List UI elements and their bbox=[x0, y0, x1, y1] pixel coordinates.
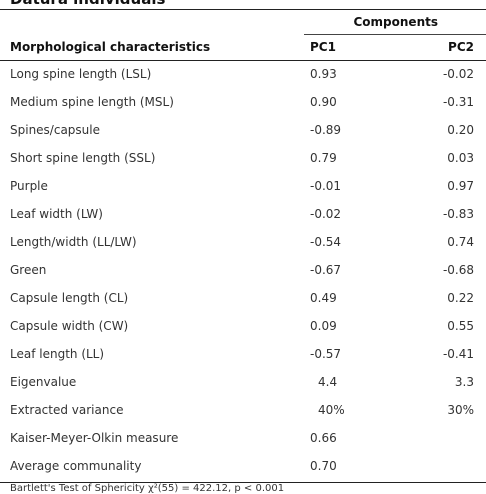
row-pc1-value: -0.67 bbox=[310, 263, 342, 277]
row-label: Purple bbox=[10, 179, 48, 193]
row-label: Green bbox=[10, 263, 47, 277]
row-pc1-value: 0.09 bbox=[310, 319, 337, 333]
row-pc1-value: 0.66 bbox=[310, 431, 337, 445]
row-pc1-value: 40% bbox=[318, 403, 345, 417]
row-label: Length/width (LL/LW) bbox=[10, 235, 137, 249]
row-pc2-value: -0.02 bbox=[442, 67, 474, 81]
table-body: Long spine length (LSL) 0.93 -0.02 Mediu… bbox=[0, 61, 486, 481]
header-rule bbox=[0, 60, 486, 61]
row-pc2-value: 0.74 bbox=[447, 235, 474, 249]
table-bottom-rule bbox=[0, 482, 486, 483]
column-header-pc2: PC2 bbox=[448, 40, 474, 54]
row-pc1-value: 4.4 bbox=[318, 375, 338, 389]
table-row: Long spine length (LSL) 0.93 -0.02 bbox=[0, 61, 486, 89]
row-label: Long spine length (LSL) bbox=[10, 67, 152, 81]
components-header: Components bbox=[353, 15, 439, 29]
row-pc2-value: 0.22 bbox=[447, 291, 474, 305]
row-label: Kaiser-Meyer-Olkin measure bbox=[10, 431, 179, 445]
row-pc1-value: 0.49 bbox=[310, 291, 337, 305]
row-label: Leaf width (LW) bbox=[10, 207, 103, 221]
table-row: Leaf width (LW) -0.02 -0.83 bbox=[0, 201, 486, 229]
table-row: Length/width (LL/LW) -0.54 0.74 bbox=[0, 229, 486, 257]
row-label: Capsule length (CL) bbox=[10, 291, 129, 305]
row-pc2-value: -0.83 bbox=[442, 207, 474, 221]
row-label: Extracted variance bbox=[10, 403, 124, 417]
row-pc2-value: 0.55 bbox=[447, 319, 474, 333]
table-row: Capsule width (CW) 0.09 0.55 bbox=[0, 313, 486, 341]
row-pc2-value: 0.97 bbox=[447, 179, 474, 193]
row-label: Medium spine length (MSL) bbox=[10, 95, 174, 109]
table-row: Leaf length (LL) -0.57 -0.41 bbox=[0, 341, 486, 369]
table-row: Purple -0.01 0.97 bbox=[0, 173, 486, 201]
row-pc2-value: 30% bbox=[447, 403, 474, 417]
row-pc1-value: 0.93 bbox=[310, 67, 337, 81]
table-row: Short spine length (SSL) 0.79 0.03 bbox=[0, 145, 486, 173]
row-label: Spines/capsule bbox=[10, 123, 100, 137]
column-header-characteristics: Morphological characteristics bbox=[10, 40, 211, 54]
table-caption: Datura individuals bbox=[10, 0, 165, 8]
row-pc2-value: 3.3 bbox=[454, 375, 474, 389]
row-label: Eigenvalue bbox=[10, 375, 77, 389]
table-top-rule bbox=[0, 9, 486, 10]
row-pc2-value: -0.41 bbox=[442, 347, 474, 361]
row-pc1-value: 0.70 bbox=[310, 459, 337, 473]
row-pc1-value: -0.01 bbox=[310, 179, 342, 193]
table-row: Capsule length (CL) 0.49 0.22 bbox=[0, 285, 486, 313]
row-pc1-value: -0.02 bbox=[310, 207, 342, 221]
table-row: Medium spine length (MSL) 0.90 -0.31 bbox=[0, 89, 486, 117]
table-row: Kaiser-Meyer-Olkin measure 0.66 bbox=[0, 425, 486, 453]
row-pc2-value: -0.68 bbox=[442, 263, 474, 277]
table-row: Extracted variance 40% 30% bbox=[0, 397, 486, 425]
row-label: Average communality bbox=[10, 459, 142, 473]
row-pc1-value: 0.90 bbox=[310, 95, 337, 109]
table-row: Average communality 0.70 bbox=[0, 453, 486, 481]
table-footnote: Bartlett's Test of Sphericity χ²(55) = 4… bbox=[10, 483, 285, 494]
components-rule bbox=[304, 34, 486, 35]
column-header-pc1: PC1 bbox=[310, 40, 336, 54]
table-row: Spines/capsule -0.89 0.20 bbox=[0, 117, 486, 145]
row-pc1-value: 0.79 bbox=[310, 151, 337, 165]
row-label: Capsule width (CW) bbox=[10, 319, 129, 333]
row-pc1-value: -0.57 bbox=[310, 347, 342, 361]
row-pc2-value: 0.03 bbox=[447, 151, 474, 165]
row-pc1-value: -0.54 bbox=[310, 235, 342, 249]
row-pc1-value: -0.89 bbox=[310, 123, 342, 137]
table-row: Eigenvalue 4.4 3.3 bbox=[0, 369, 486, 397]
table-row: Green -0.67 -0.68 bbox=[0, 257, 486, 285]
row-label: Short spine length (SSL) bbox=[10, 151, 156, 165]
row-pc2-value: -0.31 bbox=[442, 95, 474, 109]
row-pc2-value: 0.20 bbox=[447, 123, 474, 137]
row-label: Leaf length (LL) bbox=[10, 347, 105, 361]
column-header-row: Morphological characteristics PC1 PC2 bbox=[0, 38, 486, 58]
